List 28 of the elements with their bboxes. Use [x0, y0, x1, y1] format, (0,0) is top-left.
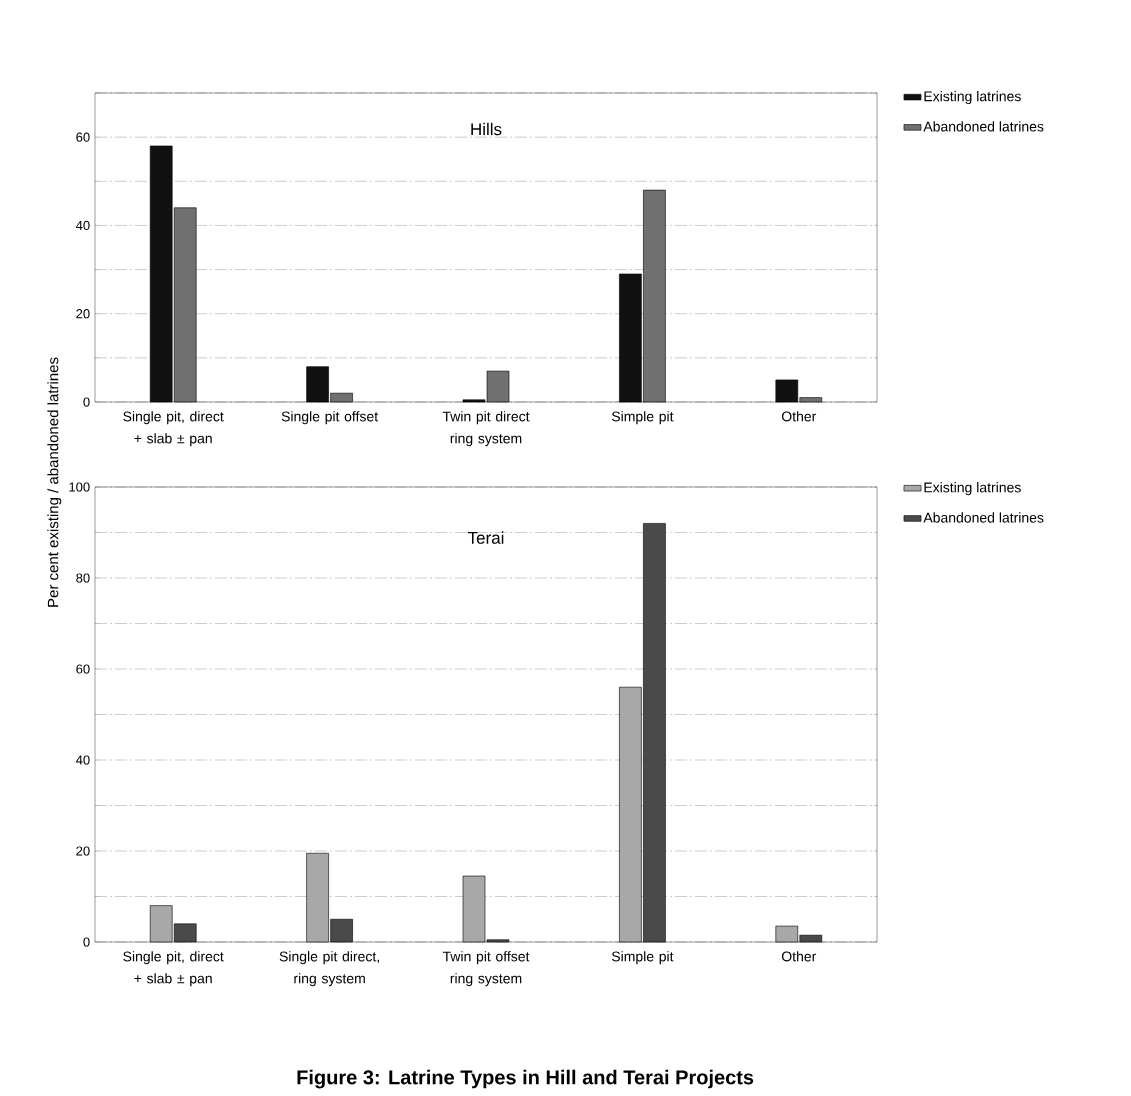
x-tick-label: Single pit direct, ring system: [279, 951, 379, 987]
legend-label: Abandoned latrines: [923, 512, 1044, 523]
y-tick-label: 40: [75, 755, 90, 765]
x-tick-label: Other: [781, 411, 817, 422]
x-tick-label: Other: [781, 951, 817, 962]
y-tick-label: 0: [83, 397, 90, 407]
legend-label: Abandoned latrines: [923, 121, 1044, 132]
legend-label: Existing latrines: [924, 91, 1021, 105]
y-tick-label: 80: [76, 573, 90, 583]
y-tick-label: 20: [76, 309, 90, 319]
y-tick-label: 60: [76, 132, 90, 142]
x-tick-label: Single pit, direct + slab ± pan: [123, 411, 224, 447]
y-axis-title: Per cent existing / abandoned latrines: [47, 357, 62, 607]
x-tick-label: Simple pit: [611, 951, 674, 965]
y-tick-label: 0: [83, 937, 90, 947]
y-tick-label: 40: [75, 220, 90, 231]
x-tick-label: Twin pit direct ring system: [442, 411, 530, 447]
text: Hills: [471, 122, 502, 136]
x-tick-label: Twin pit offset ring system: [442, 951, 530, 987]
y-tick-label: 100: [69, 482, 90, 492]
x-tick-label: Single pit, direct + slab ± pan: [123, 951, 224, 987]
legend-label: Existing latrines: [924, 482, 1021, 496]
y-tick-label: 20: [76, 846, 90, 856]
text: Terai: [467, 531, 504, 544]
x-tick-label: Simple pit: [611, 411, 674, 425]
caption: Figure 3: Latrine Types in Hill and Terai Projects: [297, 1069, 754, 1089]
x-tick-label: Single pit offset: [281, 411, 379, 425]
y-tick-label: 60: [76, 664, 90, 674]
